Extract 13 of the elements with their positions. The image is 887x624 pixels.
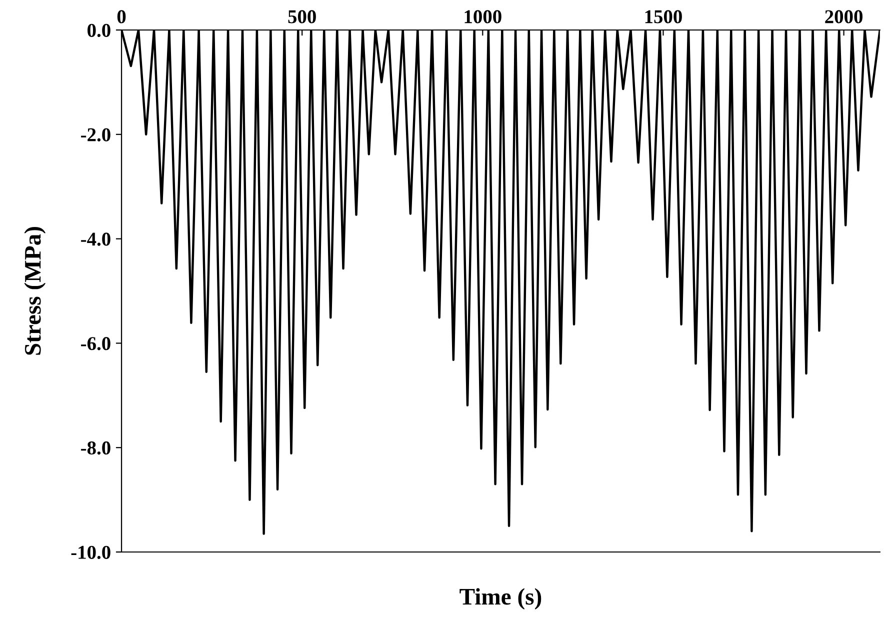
y-axis-title: Stress (MPa) [24,227,46,355]
y-tick-label: -6.0 [81,337,110,350]
y-tick-label: -10.0 [71,546,110,560]
x-tick-label: 1000 [464,10,502,24]
x-tick-label: 1500 [645,10,682,24]
x-tick-label: 2000 [825,10,862,24]
y-tick-label: -2.0 [81,128,110,142]
y-tick-label: 0.0 [88,24,110,38]
y-tick-label: -8.0 [81,441,110,455]
x-tick-label: 500 [288,10,316,24]
x-tick-label: 0 [117,10,126,24]
x-axis-title: Time (s) [460,588,542,610]
y-tick-label: -4.0 [81,232,110,246]
